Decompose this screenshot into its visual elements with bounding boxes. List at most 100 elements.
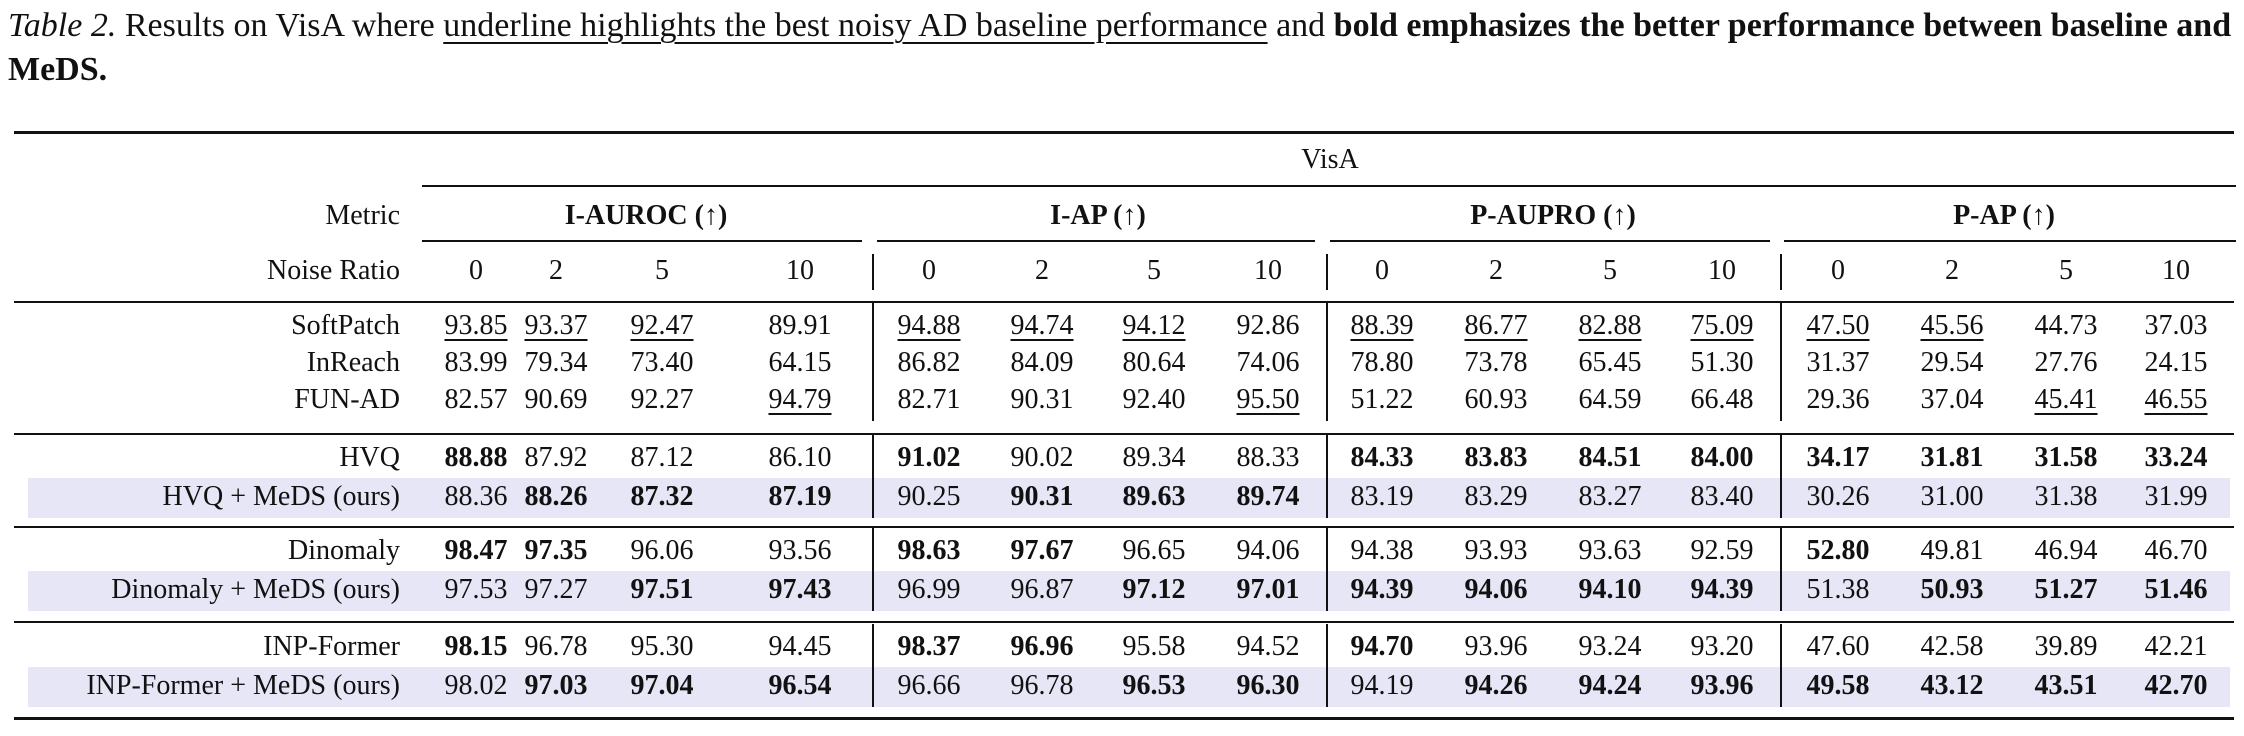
group-rule (14, 433, 2234, 435)
column-divider (1326, 624, 1328, 707)
table-cell: 29.54 (1920, 347, 1984, 378)
table-cell: 66.48 (1690, 384, 1754, 415)
table-cell: 83.29 (1464, 481, 1528, 512)
table-cell: 97.51 (630, 574, 694, 605)
table-cell: 97.12 (1122, 574, 1186, 605)
noise-ratio-header: 2 (1489, 255, 1503, 286)
table-cell: 96.87 (1010, 574, 1074, 605)
table-cell: 83.99 (444, 347, 508, 378)
table-cell: 92.86 (1236, 310, 1300, 341)
table-cell: 88.26 (524, 481, 588, 512)
table-cell: 64.15 (768, 347, 832, 378)
table-cell: 92.59 (1690, 535, 1754, 566)
column-divider (1780, 624, 1782, 707)
column-divider (872, 435, 874, 518)
table-cell: 31.58 (2034, 442, 2098, 473)
table-cell: 94.12 (1122, 310, 1186, 341)
table-cell: 86.82 (897, 347, 961, 378)
table-cell: 94.39 (1350, 574, 1414, 605)
noise-ratio-header: 5 (1603, 255, 1617, 286)
table-cell: 93.56 (768, 535, 832, 566)
table-cell: 90.69 (524, 384, 588, 415)
table-cell: 31.37 (1806, 347, 1870, 378)
metric-label: Metric (325, 200, 400, 231)
ours-row-highlight (28, 571, 2230, 611)
noise-ratio-header: 5 (1147, 255, 1161, 286)
column-divider (872, 254, 874, 290)
table-cell: 97.35 (524, 535, 588, 566)
noise-ratio-header: 5 (2059, 255, 2073, 286)
table-cell: 83.40 (1690, 481, 1754, 512)
table-cell: 50.93 (1920, 574, 1984, 605)
metric-underline (1784, 240, 2236, 242)
table-cell: 88.33 (1236, 442, 1300, 473)
metric-header: I-AUROC (↑) (564, 200, 728, 231)
table-cell: 52.80 (1806, 535, 1870, 566)
table-cell: 96.30 (1236, 670, 1300, 701)
table-cell: 73.78 (1464, 347, 1528, 378)
column-divider (1326, 435, 1328, 518)
table-cell: 51.38 (1806, 574, 1870, 605)
table-cell: 98.02 (444, 670, 508, 701)
table-cell: 94.10 (1578, 574, 1642, 605)
table-cell: 47.60 (1806, 631, 1870, 662)
table-cell: 33.24 (2144, 442, 2208, 473)
group-rule (14, 301, 2234, 303)
row-method-name: Dinomaly + MeDS (ours) (111, 574, 400, 605)
table-cell: 94.70 (1350, 631, 1414, 662)
table-cell: 93.20 (1690, 631, 1754, 662)
noise-ratio-header: 10 (2162, 255, 2190, 286)
table-cell: 88.88 (444, 442, 508, 473)
metric-underline (422, 240, 862, 242)
table-cell: 94.38 (1350, 535, 1414, 566)
row-method-name: FUN-AD (294, 384, 400, 415)
column-divider (1326, 528, 1328, 611)
table-cell: 89.91 (768, 310, 832, 341)
row-method-name: SoftPatch (291, 310, 400, 341)
table-cell: 94.19 (1350, 670, 1414, 701)
table-cell: 84.33 (1350, 442, 1414, 473)
table-cell: 37.03 (2144, 310, 2208, 341)
metric-header: I-AP (↑) (1050, 200, 1146, 231)
table-cell: 97.01 (1236, 574, 1300, 605)
noise-ratio-header: 2 (1945, 255, 1959, 286)
table-cell: 94.79 (768, 384, 832, 415)
table-cell: 31.99 (2144, 481, 2208, 512)
table-cell: 93.85 (444, 310, 508, 341)
table-cell: 45.56 (1920, 310, 1984, 341)
column-divider (1780, 528, 1782, 611)
noise-ratio-header: 0 (1831, 255, 1845, 286)
table-cell: 97.03 (524, 670, 588, 701)
metric-underline (877, 240, 1315, 242)
table-cell: 49.58 (1806, 670, 1870, 701)
table-cell: 51.22 (1350, 384, 1414, 415)
table-cell: 75.09 (1690, 310, 1754, 341)
table-cell: 83.83 (1464, 442, 1528, 473)
table-cell: 39.89 (2034, 631, 2098, 662)
table-cell: 96.99 (897, 574, 961, 605)
table-cell: 82.57 (444, 384, 508, 415)
table-cell: 93.63 (1578, 535, 1642, 566)
column-divider (872, 528, 874, 611)
table-cell: 60.93 (1464, 384, 1528, 415)
noise-ratio-header: 0 (922, 255, 936, 286)
table-cell: 74.06 (1236, 347, 1300, 378)
table-cell: 87.12 (630, 442, 694, 473)
row-method-name: HVQ (339, 442, 400, 473)
table-cell: 84.00 (1690, 442, 1754, 473)
group-rule (14, 526, 2234, 528)
dataset-underline (422, 185, 2236, 187)
table-cell: 90.02 (1010, 442, 1074, 473)
table-caption: Table 2. Results on VisA where underline… (8, 4, 2238, 92)
table-cell: 94.06 (1464, 574, 1528, 605)
table-cell: 93.24 (1578, 631, 1642, 662)
table-cell: 43.12 (1920, 670, 1984, 701)
table-cell: 27.76 (2034, 347, 2098, 378)
table-cell: 87.32 (630, 481, 694, 512)
row-method-name: INP-Former (263, 631, 400, 662)
group-rule (14, 621, 2234, 623)
row-method-name: InReach (306, 347, 400, 378)
table-cell: 73.40 (630, 347, 694, 378)
table-cell: 94.74 (1010, 310, 1074, 341)
table-cell: 43.51 (2034, 670, 2098, 701)
